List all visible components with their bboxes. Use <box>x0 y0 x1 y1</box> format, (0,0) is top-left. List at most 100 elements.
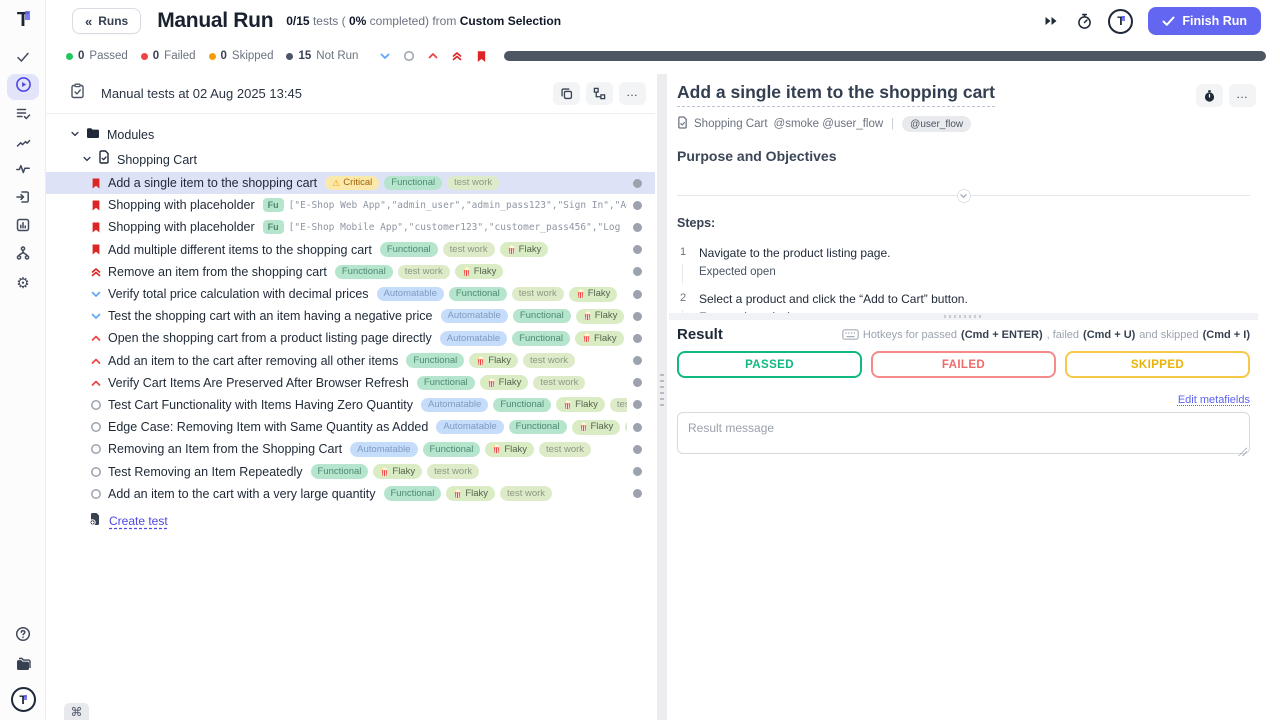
chevron-down-icon[interactable] <box>82 151 92 169</box>
test-row[interactable]: Add multiple different items to the shop… <box>46 239 655 261</box>
keyboard-shortcuts-button[interactable]: ⌘ <box>64 703 89 720</box>
result-message-input[interactable] <box>677 412 1250 454</box>
fast-forward-icon[interactable] <box>1042 12 1060 30</box>
back-to-runs-button[interactable]: « Runs <box>72 8 142 34</box>
rail-item-plans[interactable] <box>7 102 39 128</box>
double-chevron-up-icon[interactable] <box>451 50 463 62</box>
user-avatar[interactable]: T <box>1108 8 1134 34</box>
more-options-button[interactable]: … <box>619 82 646 105</box>
up-icon <box>89 355 102 367</box>
suite-name[interactable]: Shopping Cart <box>694 118 768 130</box>
test-row[interactable]: Edge Case: Removing Item with Same Quant… <box>46 416 655 438</box>
status-dot[interactable] <box>633 267 642 277</box>
popcorn-icon <box>463 267 470 276</box>
stat-passed: 0 Passed <box>66 50 128 62</box>
hotkey-skipped: (Cmd + I) <box>1202 328 1250 341</box>
tag-badge[interactable]: @user_flow <box>902 116 972 132</box>
rail-bottom: T <box>0 626 46 712</box>
test-row[interactable]: Test the shopping cart with an item havi… <box>46 305 655 327</box>
status-dot[interactable] <box>633 289 642 299</box>
chevron-down-icon[interactable] <box>70 126 80 144</box>
status-dot[interactable] <box>633 356 642 366</box>
popcorn-icon <box>564 400 571 410</box>
rail-item-runs[interactable] <box>7 74 39 100</box>
circle-icon[interactable] <box>403 50 415 62</box>
panel-resize-divider[interactable] <box>657 74 667 720</box>
rail-item-import[interactable] <box>7 186 39 212</box>
test-row[interactable]: Add an item to the cart with a very larg… <box>46 483 655 505</box>
badge-functional: Functional <box>383 486 442 501</box>
check-icon <box>15 49 31 70</box>
timer-icon[interactable] <box>1075 12 1093 30</box>
section-divider <box>677 189 1250 203</box>
help-icon[interactable] <box>15 626 31 647</box>
test-row[interactable]: Shopping with placeholder Fu ["E-Shop Web … <box>46 194 655 216</box>
tree-view-button[interactable] <box>586 82 613 105</box>
status-dot[interactable] <box>633 311 642 321</box>
test-row[interactable]: Test Cart Functionality with Items Havin… <box>46 394 655 416</box>
test-row[interactable]: Add an item to the cart after removing a… <box>46 350 655 372</box>
finish-run-button[interactable]: Finish Run <box>1148 7 1261 35</box>
section-resize-handle[interactable] <box>669 313 1258 320</box>
tree-node-modules[interactable]: Modules <box>46 122 655 147</box>
test-detail-title[interactable]: Add a single item to the shopping cart <box>677 82 995 107</box>
test-row-content: Verify total price calculation with deci… <box>108 286 627 302</box>
status-dot[interactable] <box>633 245 642 255</box>
test-row[interactable]: Add a single item to the shopping cart ⚠ C… <box>46 172 655 195</box>
down-icon <box>89 288 102 300</box>
status-dot[interactable] <box>633 333 642 343</box>
badge-critical: ⚠ Critical <box>325 175 380 191</box>
passed-button[interactable]: PASSED <box>677 351 862 378</box>
badge-fu: Fu <box>262 198 284 213</box>
bookmark-icon <box>89 177 102 190</box>
step-number: 2 <box>679 292 687 304</box>
workspace-logo[interactable]: T <box>10 687 36 712</box>
bookmark-icon <box>89 221 102 234</box>
test-row[interactable]: Verify total price calculation with deci… <box>46 283 655 305</box>
rail-item-activity[interactable] <box>7 158 39 184</box>
status-dot[interactable] <box>633 467 642 477</box>
test-row[interactable]: Remove an item from the shopping cart Fun… <box>46 261 655 283</box>
status-dot[interactable] <box>633 422 642 432</box>
failed-button[interactable]: FAILED <box>871 351 1056 378</box>
test-row[interactable]: Open the shopping cart from a product li… <box>46 327 655 349</box>
rail-item-analytics[interactable] <box>7 214 39 240</box>
double-chevron-left-icon: « <box>85 13 93 29</box>
tree-node-shopping-cart[interactable]: Shopping Cart <box>46 147 655 172</box>
badge-functional: Functional <box>416 375 475 391</box>
status-dot[interactable] <box>633 444 642 454</box>
skipped-button[interactable]: SKIPPED <box>1065 351 1250 378</box>
copy-button[interactable] <box>553 82 580 105</box>
badge-automatable: Automatable <box>376 286 444 302</box>
status-dot[interactable] <box>633 378 642 388</box>
chevron-up-icon[interactable] <box>427 50 439 62</box>
edit-metafields-link[interactable]: Edit metafields <box>1177 394 1250 406</box>
status-dot[interactable] <box>633 400 642 410</box>
timer-button[interactable] <box>1196 84 1223 107</box>
status-dot[interactable] <box>633 178 642 188</box>
hotkey-passed: (Cmd + ENTER) <box>961 328 1043 341</box>
inline-tags[interactable]: @smoke @user_flow <box>773 118 884 130</box>
popcorn-icon <box>454 489 461 498</box>
status-dot[interactable] <box>633 200 642 210</box>
more-options-button[interactable]: … <box>1229 84 1256 107</box>
test-row[interactable]: Removing an Item from the Shopping Cart A… <box>46 438 655 460</box>
verdict-buttons: PASSED FAILED SKIPPED <box>677 351 1250 378</box>
test-row[interactable]: Shopping with placeholder Fu ["E-Shop Mobi… <box>46 216 655 238</box>
status-dot[interactable] <box>633 489 642 499</box>
rail-item-branches[interactable] <box>7 242 39 268</box>
test-title: Test Cart Functionality with Items Havin… <box>108 397 413 412</box>
create-test-link[interactable]: Create test <box>109 514 168 529</box>
test-row[interactable]: Test Removing an Item Repeatedly Function… <box>46 460 655 482</box>
chevron-down-icon[interactable] <box>379 50 391 62</box>
collapse-toggle[interactable] <box>956 189 971 203</box>
rail-item-milestones[interactable] <box>7 130 39 156</box>
folder-icon[interactable] <box>15 657 32 677</box>
test-row[interactable]: Verify Cart Items Are Preserved After Br… <box>46 372 655 394</box>
bookmark-icon[interactable] <box>475 50 488 63</box>
status-dot[interactable] <box>633 222 642 232</box>
app-logo[interactable]: T <box>0 6 46 34</box>
rail-item-tests[interactable] <box>7 46 39 72</box>
rail-item-settings[interactable]: ⚙ <box>7 270 39 296</box>
stat-not-run: 15 Not Run <box>286 50 358 62</box>
